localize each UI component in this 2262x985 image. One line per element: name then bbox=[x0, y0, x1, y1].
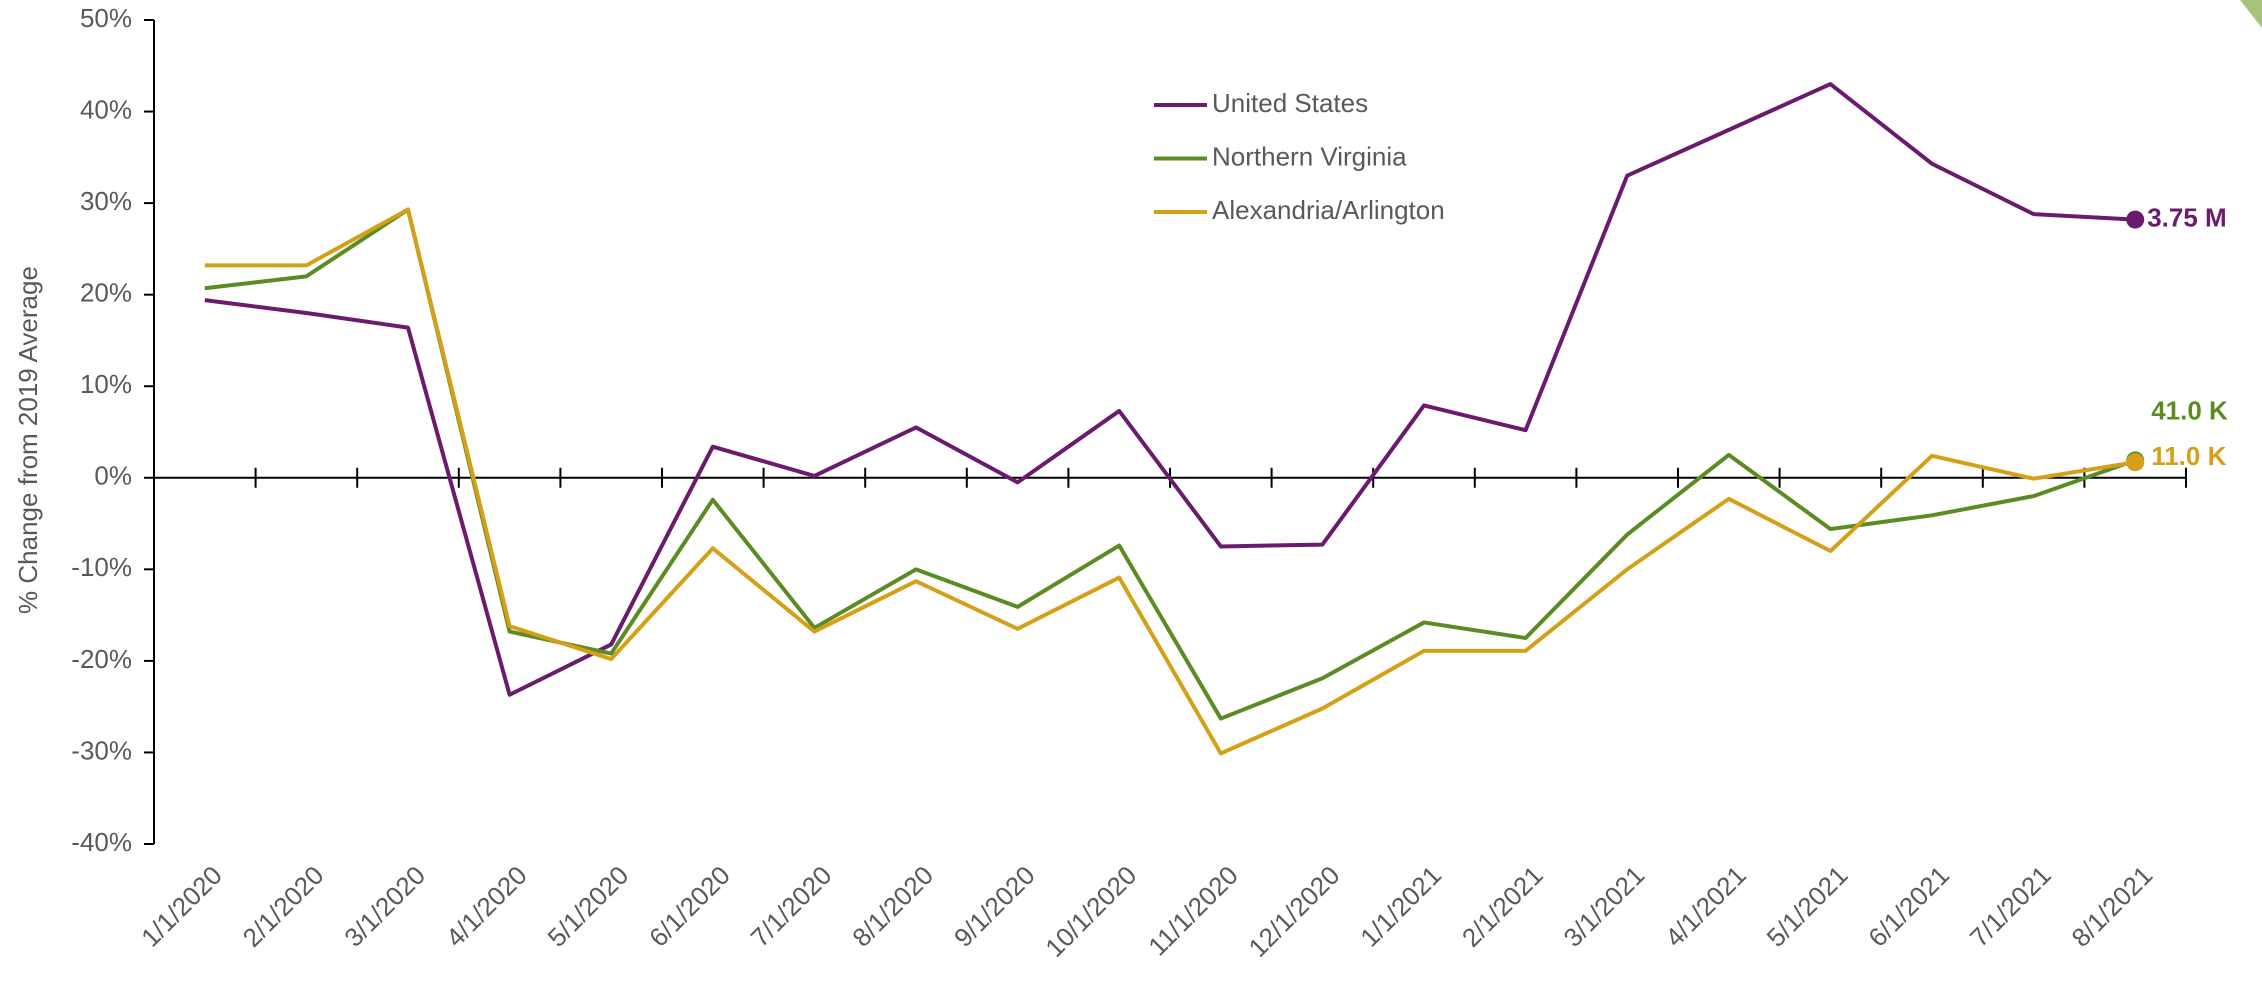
x-tick-label: 5/1/2020 bbox=[542, 860, 635, 953]
corner-decoration bbox=[2240, 0, 2262, 28]
y-tick-label: -40% bbox=[71, 827, 132, 857]
y-tick-label: 0% bbox=[94, 461, 132, 491]
x-tick-label: 4/1/2020 bbox=[440, 860, 533, 953]
end-label: 41.0 K bbox=[2151, 395, 2228, 425]
series-line bbox=[204, 207, 2136, 721]
y-tick-label: -30% bbox=[71, 735, 132, 765]
x-tick-label: 8/1/2021 bbox=[2066, 860, 2159, 953]
legend-label: United States bbox=[1212, 88, 1368, 118]
y-axis-label: % Change from 2019 Average bbox=[13, 266, 43, 614]
y-tick-label: 30% bbox=[80, 186, 132, 216]
x-tick-label: 2/1/2021 bbox=[1456, 860, 1549, 953]
y-tick-label: 20% bbox=[80, 278, 132, 308]
series-line bbox=[204, 207, 2136, 756]
x-tick-label: 12/1/2020 bbox=[1242, 860, 1345, 963]
y-tick-label: -20% bbox=[71, 644, 132, 674]
end-label: 3.75 M bbox=[2147, 202, 2227, 232]
x-tick-label: 7/1/2020 bbox=[745, 860, 838, 953]
y-tick-label: 40% bbox=[80, 94, 132, 124]
series-line bbox=[204, 82, 2136, 697]
x-tick-label: 3/1/2021 bbox=[1558, 860, 1651, 953]
x-tick-label: 3/1/2020 bbox=[338, 860, 431, 953]
legend-label: Northern Virginia bbox=[1212, 141, 1407, 171]
legend-label: Alexandria/Arlington bbox=[1212, 195, 1445, 225]
x-tick-label: 9/1/2020 bbox=[948, 860, 1041, 953]
x-tick-label: 1/1/2021 bbox=[1354, 860, 1447, 953]
x-tick-label: 1/1/2020 bbox=[135, 860, 228, 953]
x-tick-label: 5/1/2021 bbox=[1761, 860, 1854, 953]
x-tick-label: 2/1/2020 bbox=[237, 860, 330, 953]
x-tick-label: 10/1/2020 bbox=[1039, 860, 1142, 963]
x-tick-label: 7/1/2021 bbox=[1964, 860, 2057, 953]
end-marker bbox=[2126, 453, 2145, 472]
x-tick-label: 4/1/2021 bbox=[1659, 860, 1752, 953]
x-tick-label: 8/1/2020 bbox=[846, 860, 939, 953]
x-tick-label: 6/1/2020 bbox=[643, 860, 736, 953]
x-tick-label: 6/1/2021 bbox=[1862, 860, 1955, 953]
end-marker bbox=[2126, 210, 2145, 229]
y-tick-label: -10% bbox=[71, 552, 132, 582]
x-tick-label: 11/1/2020 bbox=[1142, 860, 1244, 962]
y-tick-label: 10% bbox=[80, 369, 132, 399]
y-tick-label: 50% bbox=[80, 3, 132, 33]
end-label: 11.0 K bbox=[2151, 441, 2226, 471]
